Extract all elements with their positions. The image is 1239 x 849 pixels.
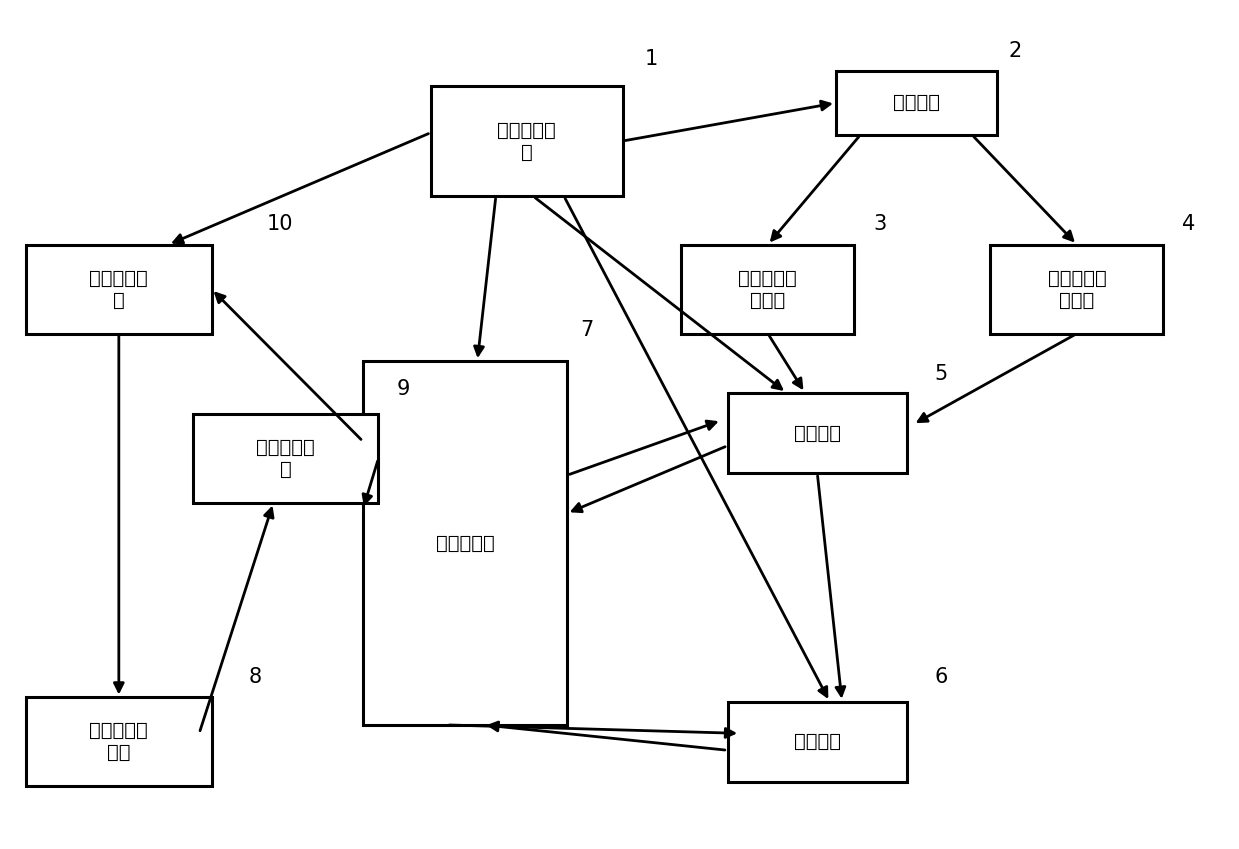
Bar — [727, 701, 907, 782]
Text: 4: 4 — [1182, 214, 1196, 234]
Text: 8: 8 — [249, 666, 261, 687]
Text: 1: 1 — [644, 49, 658, 69]
Bar — [836, 71, 996, 135]
Bar — [193, 414, 378, 503]
Bar — [990, 245, 1163, 334]
Bar — [363, 361, 567, 725]
Bar — [431, 86, 622, 196]
Text: 控制输出电
路: 控制输出电 路 — [89, 268, 149, 310]
Text: 保护检测电
路: 保护检测电 路 — [256, 438, 315, 479]
Text: 主单片机: 主单片机 — [794, 424, 841, 442]
Bar — [26, 697, 212, 786]
Bar — [727, 393, 907, 473]
Text: 副红外温度
传感器: 副红外温度 传感器 — [1047, 268, 1106, 310]
Text: 手自动切换
端口: 手自动切换 端口 — [89, 722, 149, 762]
Text: 主红外温度
传感器: 主红外温度 传感器 — [738, 268, 797, 310]
Text: 9: 9 — [396, 380, 410, 399]
Text: 6: 6 — [934, 666, 948, 687]
Text: 2: 2 — [1009, 41, 1022, 60]
Bar — [26, 245, 212, 334]
Text: 7: 7 — [580, 320, 593, 340]
Text: 降压电路: 降压电路 — [892, 93, 939, 112]
Bar — [681, 245, 855, 334]
Text: 副单片机: 副单片机 — [794, 733, 841, 751]
Text: 3: 3 — [873, 214, 886, 234]
Text: 稳压输入电
源: 稳压输入电 源 — [497, 121, 556, 161]
Text: 10: 10 — [268, 214, 294, 234]
Text: 5: 5 — [934, 364, 948, 384]
Text: 中央单片机: 中央单片机 — [436, 533, 494, 553]
